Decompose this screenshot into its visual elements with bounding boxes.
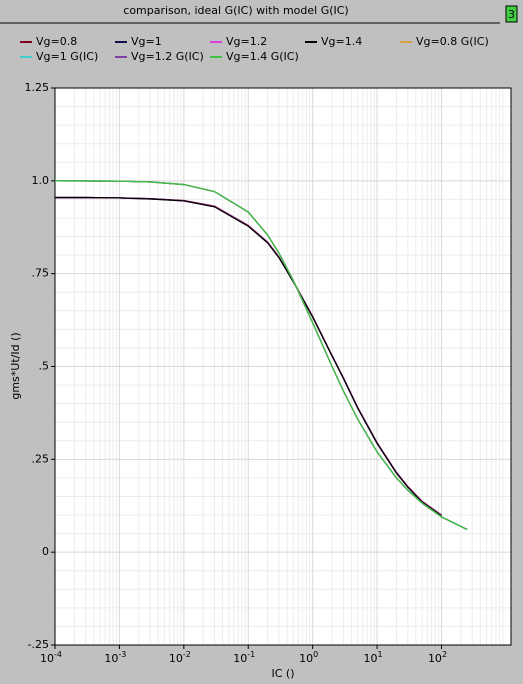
tick-base: 10 [233, 652, 247, 665]
tick-base: 10 [169, 652, 183, 665]
y-tick-label: 1.25 [25, 81, 50, 94]
y-axis-label: gms*Ut/Id () [9, 332, 22, 399]
x-tick-label: 10-1 [233, 650, 255, 666]
legend-label: Vg=1.4 G(IC) [226, 50, 299, 63]
badge-box [505, 5, 518, 23]
tick-exponent: -2 [183, 650, 191, 659]
x-tick-label: 10-2 [169, 650, 191, 666]
tick-exponent: -1 [247, 650, 255, 659]
tick-exponent: -4 [54, 650, 62, 659]
legend-label: Vg=0.8 [36, 35, 77, 48]
tick-base: 10 [40, 652, 54, 665]
legend-label: Vg=1 [131, 35, 162, 48]
tick-base: 10 [299, 652, 313, 665]
x-tick-label: 102 [428, 650, 447, 666]
series-line [54, 180, 468, 531]
x-axis-label: IC () [271, 667, 294, 680]
tick-base: 10 [104, 652, 118, 665]
y-tick-label: .75 [32, 267, 50, 280]
y-tick-label: 0 [42, 545, 49, 558]
legend-label: Vg=1.4 [321, 35, 362, 48]
y-tick-label: .25 [32, 452, 50, 465]
y-tick-label: .5 [39, 360, 50, 373]
badge: 3 [508, 8, 515, 21]
tick-exponent: 0 [313, 650, 318, 659]
x-tick-label: 10-3 [104, 650, 126, 666]
legend-label: Vg=1 G(IC) [36, 50, 98, 63]
tick-exponent: 2 [442, 650, 447, 659]
y-tick-label: 1.0 [32, 174, 50, 187]
tick-base: 10 [428, 652, 442, 665]
tick-exponent: -3 [118, 650, 126, 659]
tick-base: 10 [364, 652, 378, 665]
chart-title: comparison, ideal G(IC) with model G(IC) [123, 4, 348, 17]
legend-label: Vg=1.2 [226, 35, 267, 48]
x-tick-label: 10-4 [40, 650, 62, 666]
legend-label: Vg=0.8 G(IC) [416, 35, 489, 48]
tick-exponent: 1 [378, 650, 383, 659]
plot-frame [54, 87, 512, 646]
x-tick-label: 100 [299, 650, 318, 666]
x-tick-label: 101 [364, 650, 383, 666]
y-tick-label: -.25 [28, 638, 49, 651]
legend-label: Vg=1.2 G(IC) [131, 50, 204, 63]
